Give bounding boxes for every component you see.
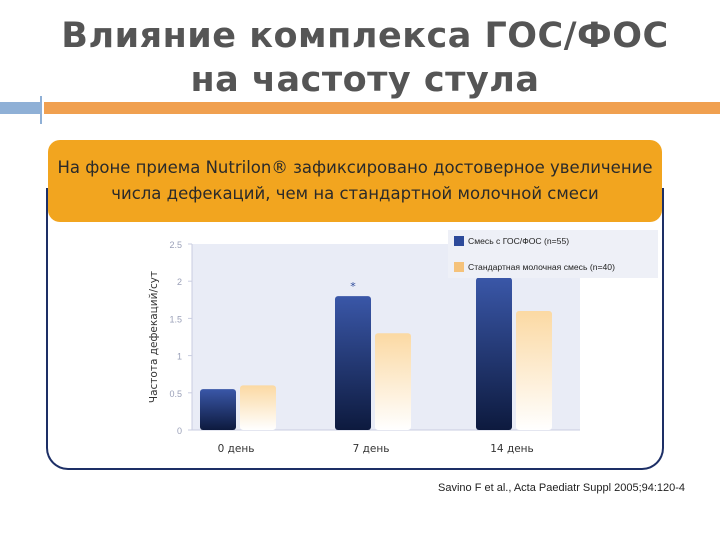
callout-line-1: На фоне приема Nutrilon® зафиксировано д…	[57, 158, 653, 177]
y-axis-label: Частота дефекаций/сут	[148, 271, 160, 403]
legend-label: Стандартная молочная смесь (n=40)	[468, 262, 615, 272]
bar-standard-1	[375, 333, 411, 430]
title-line-2: на частоту стула	[190, 60, 540, 100]
accent-divider	[40, 96, 42, 124]
y-tick-label: 1.5	[169, 314, 182, 324]
y-tick-label: 2	[177, 277, 182, 287]
bar-gos-fos-0	[200, 389, 236, 430]
x-tick-label: 14 день	[490, 443, 533, 455]
x-tick-label: 7 день	[353, 443, 390, 455]
slide-title: Влияние комплекса ГОС/ФОС на частоту сту…	[40, 14, 690, 102]
callout-line-2: числа дефекаций, чем на стандартной моло…	[111, 184, 599, 203]
accent-bar-blue	[0, 102, 40, 114]
y-tick-label: 0	[177, 426, 182, 436]
bar-gos-fos-2	[476, 277, 512, 430]
y-tick-label: 2.5	[169, 240, 182, 250]
bar-standard-2	[516, 310, 552, 430]
significance-marker: *	[350, 280, 356, 293]
y-tick-label: 1	[177, 352, 182, 362]
title-line-1: Влияние комплекса ГОС/ФОС	[61, 16, 669, 56]
bar-chart: 0 0.5 1 1.5 2 2.5 Частота дефекаций/сут 0 день 7…	[148, 230, 658, 455]
legend-label: Смесь с ГОС/ФОС (n=55)	[468, 236, 569, 246]
callout-box: На фоне приема Nutrilon® зафиксировано д…	[48, 140, 662, 222]
legend-swatch	[454, 236, 464, 246]
bar-gos-fos-1	[335, 296, 371, 430]
y-tick-label: 0.5	[169, 389, 182, 399]
legend-swatch	[454, 262, 464, 272]
citation: Savino F et al., Acta Paediatr Suppl 200…	[438, 482, 686, 494]
x-tick-label: 0 день	[218, 443, 255, 455]
bar-standard-0	[240, 385, 276, 430]
legend-box	[448, 230, 658, 278]
accent-bar-orange	[44, 102, 720, 114]
